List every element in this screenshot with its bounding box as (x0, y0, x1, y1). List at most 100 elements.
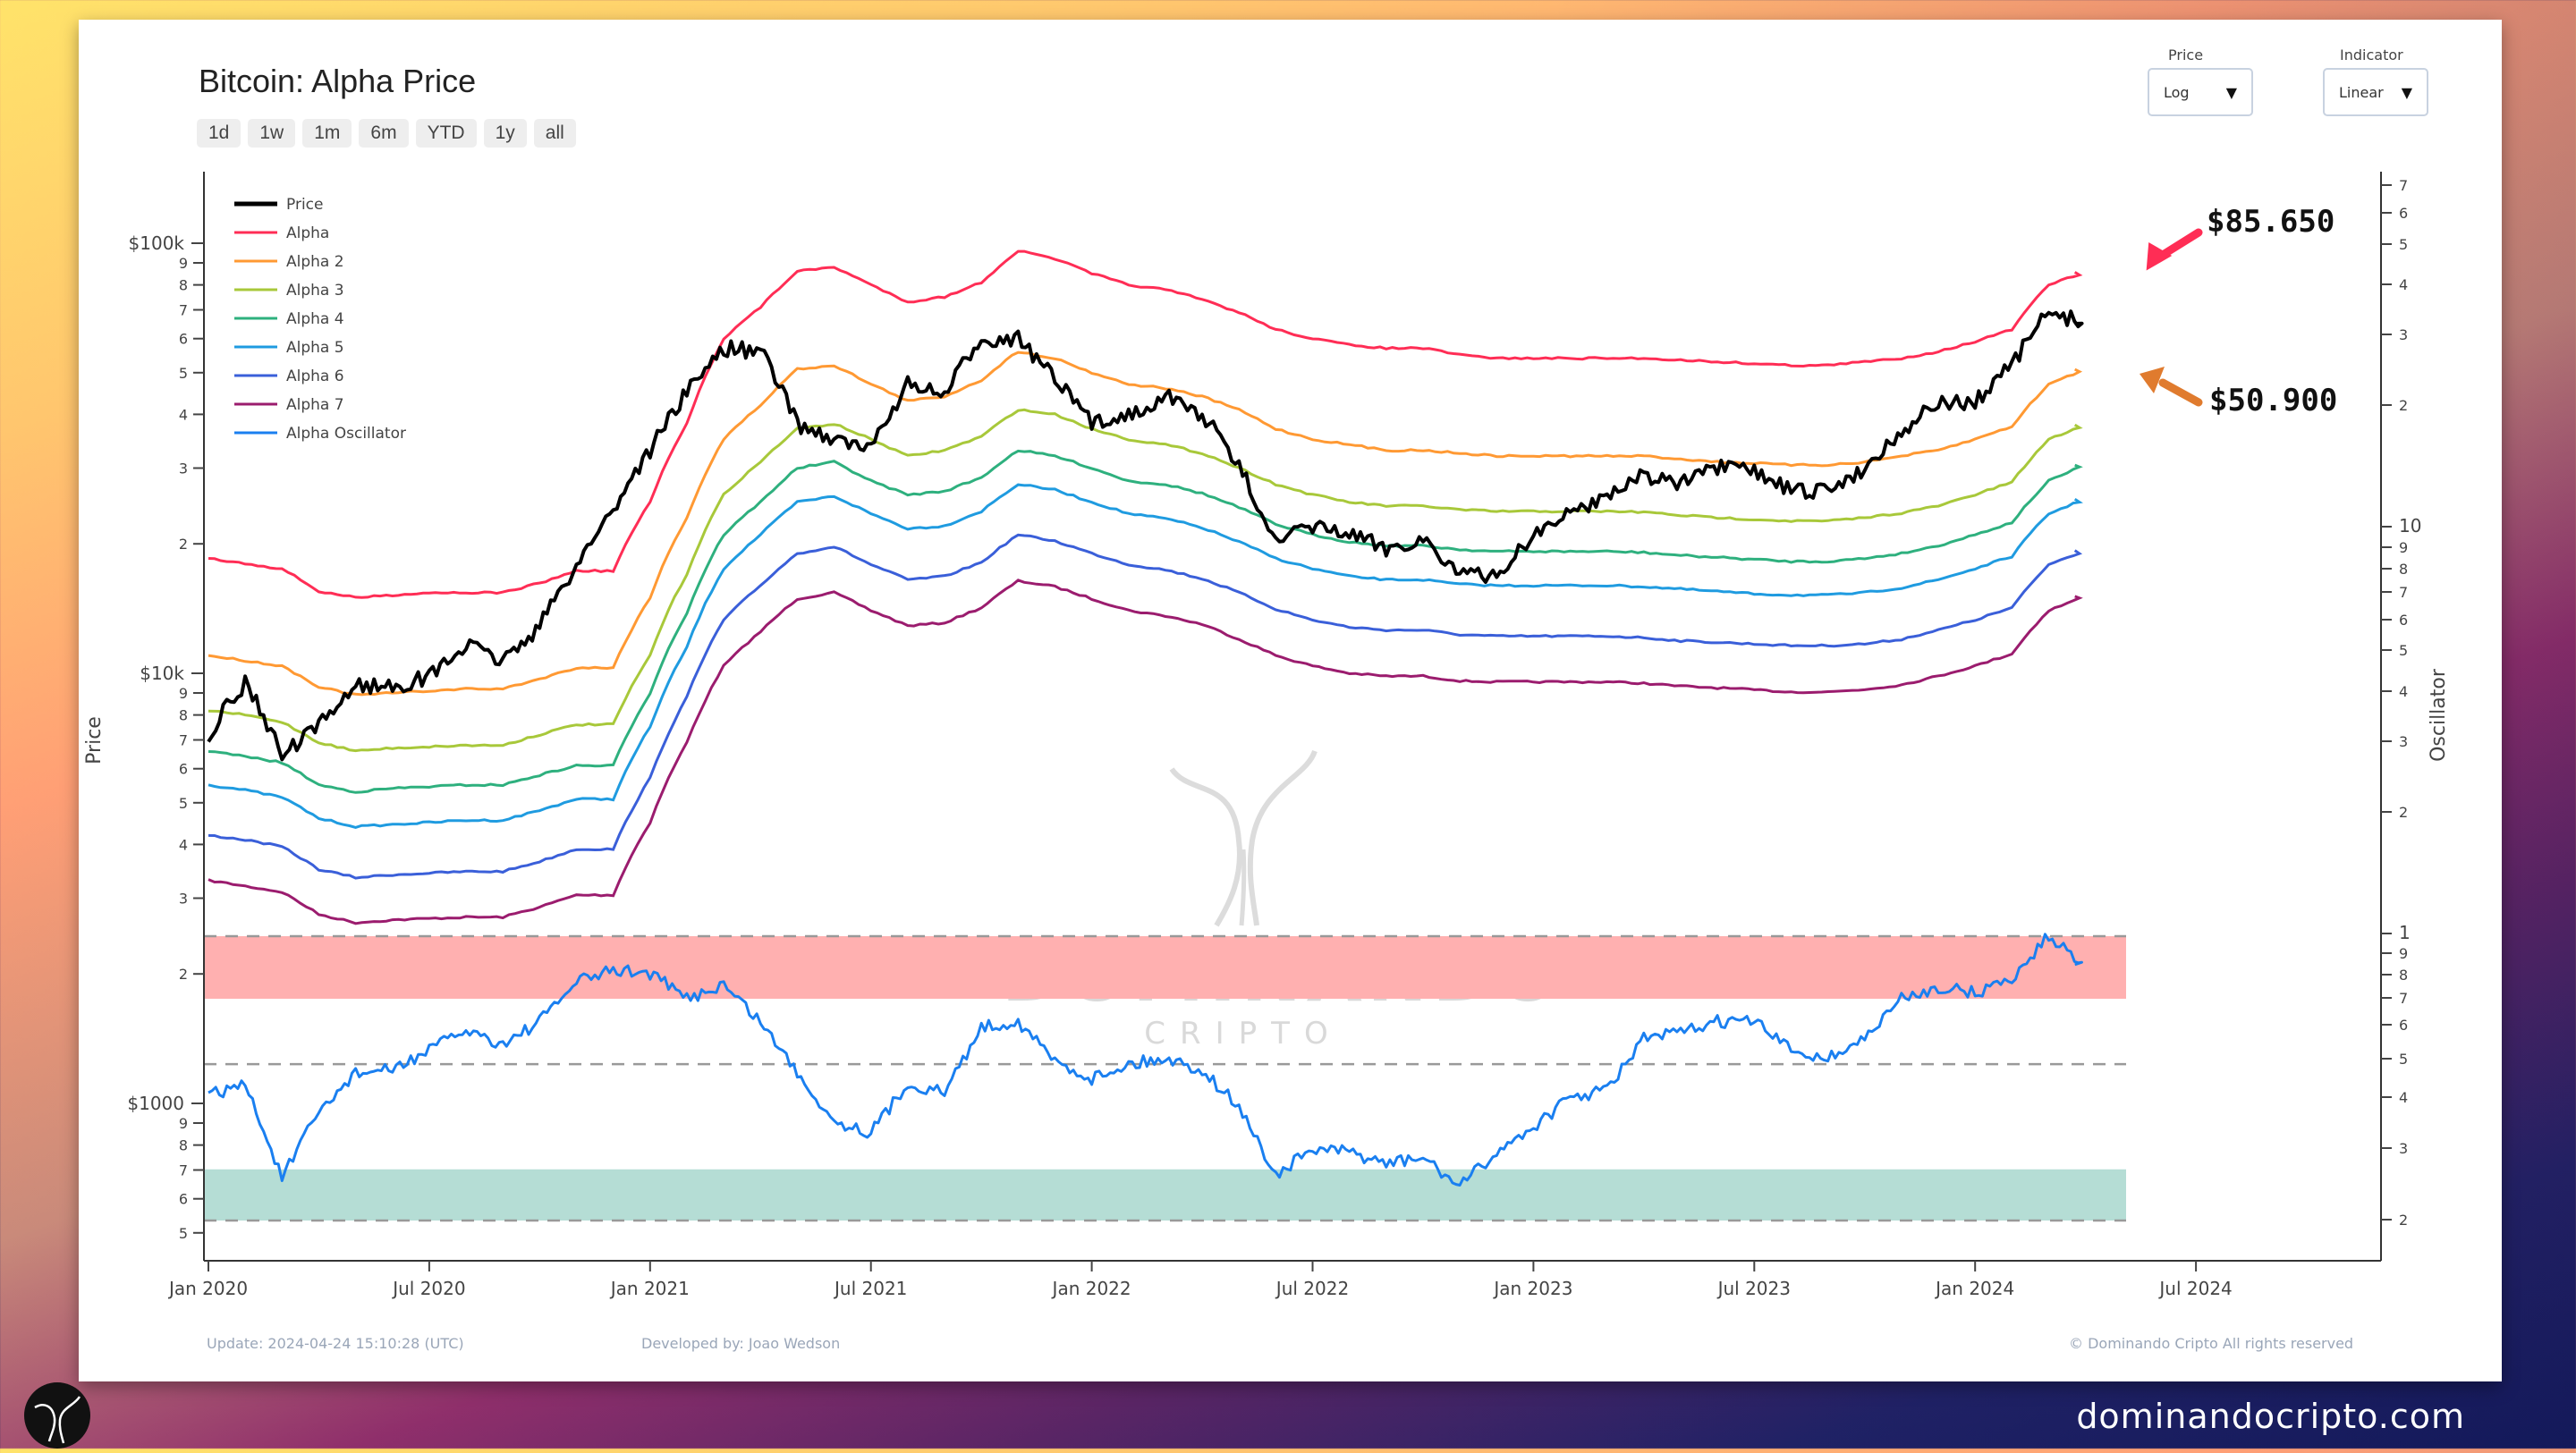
update-timestamp: Update: 2024-04-24 15:10:28 (UTC) (207, 1335, 464, 1352)
legend-item-price: Price (286, 196, 323, 214)
alpha2-value-annotation: $50.900 (2209, 383, 2338, 418)
y2-tick-label: 2 (2399, 397, 2408, 414)
y2-tick-label: 2 (2399, 1212, 2408, 1229)
y2-tick-label: 5 (2399, 642, 2408, 659)
y2-tick-label: 5 (2399, 1051, 2408, 1068)
arrow-icon (2146, 242, 2173, 271)
copyright: © Dominando Cripto All rights reserved (2069, 1335, 2354, 1352)
series-price (207, 309, 2084, 762)
chevron-down-icon: ▼ (2401, 83, 2412, 101)
legend-item-alpha-6: Alpha 6 (286, 367, 344, 385)
y-tick-label-minor: 6 (179, 1191, 188, 1208)
y-tick-label-minor: 4 (179, 406, 188, 423)
y2-tick-label: 3 (2399, 733, 2408, 750)
y2-tick-label: 6 (2399, 205, 2408, 222)
range-6m-button[interactable]: 6m (359, 119, 409, 148)
y2-tick-label: 4 (2399, 1089, 2408, 1106)
y2-axis-title: Oscillator (2428, 668, 2450, 762)
chevron-down-icon: ▼ (2225, 83, 2237, 101)
legend-item-alpha-2: Alpha 2 (286, 253, 344, 271)
range-1y-button[interactable]: 1y (483, 119, 527, 148)
y-tick-label-minor: 3 (179, 891, 188, 908)
legend-item-alpha-4: Alpha 4 (286, 310, 344, 328)
brand-logo[interactable] (24, 1382, 90, 1449)
x-tick-label: Jul 2023 (1716, 1278, 1791, 1299)
y-tick-label-minor: 5 (179, 365, 188, 382)
y-tick-label-minor: 7 (179, 302, 188, 319)
range-all-button[interactable]: all (533, 119, 576, 148)
y-tick-label-minor: 9 (179, 1115, 188, 1132)
x-tick-label: Jul 2021 (833, 1278, 907, 1299)
legend-item-alpha-5: Alpha 5 (286, 339, 344, 357)
y-tick-label-minor: 4 (179, 836, 188, 853)
y-tick-label-minor: 6 (179, 331, 188, 348)
indicator-scale-select[interactable]: Linear ▼ (2323, 68, 2428, 116)
price-scale-value: Log (2164, 83, 2190, 101)
arrow-icon (2158, 378, 2203, 407)
y-tick-label-minor: 2 (179, 536, 188, 553)
chart-card (79, 20, 2502, 1381)
y2-tick-label: 9 (2399, 945, 2408, 962)
overbought-band (204, 936, 2126, 999)
price-scale-label: Price (2168, 46, 2204, 63)
y2-tick-label: 1 (2399, 922, 2411, 943)
developer-credit: Developed by: Joao Wedson (641, 1335, 841, 1352)
site-url[interactable]: dominandocripto.com (2076, 1397, 2465, 1436)
series-alpha-2 (208, 351, 2083, 697)
arrow-icon (2140, 367, 2165, 393)
y2-tick-label: 3 (2399, 326, 2408, 343)
x-tick-label: Jan 2021 (609, 1278, 690, 1299)
legend-item-alpha-oscillator: Alpha Oscillator (286, 425, 406, 443)
x-tick-label: Jul 2020 (391, 1278, 465, 1299)
series-alpha-4 (208, 449, 2083, 794)
y2-tick-label: 8 (2399, 561, 2408, 578)
y2-tick-label: 9 (2399, 539, 2408, 556)
range-1d-button[interactable]: 1d (197, 119, 242, 148)
y2-tick-label: 8 (2399, 967, 2408, 984)
y2-tick-label: 2 (2399, 804, 2408, 821)
y-tick-label-minor: 6 (179, 761, 188, 778)
series-alpha-oscillator (208, 933, 2083, 1187)
y-tick-label-minor: 8 (179, 1137, 188, 1154)
legend-item-alpha-7: Alpha 7 (286, 396, 344, 414)
y2-tick-label: 7 (2399, 990, 2408, 1007)
y-axis-title: Price (83, 716, 106, 765)
y-tick-label-major: $1000 (127, 1093, 184, 1114)
y-tick-label-major: $100k (129, 232, 185, 254)
whale-tail-icon (1169, 749, 1318, 927)
y2-tick-label: 3 (2399, 1140, 2408, 1157)
price-scale-select[interactable]: Log ▼ (2148, 68, 2253, 116)
whale-tail-icon (34, 1396, 81, 1444)
indicator-scale-label: Indicator (2340, 46, 2403, 63)
y-tick-label-minor: 3 (179, 460, 188, 477)
y2-tick-label: 7 (2399, 177, 2408, 194)
y-tick-label-minor: 5 (179, 1225, 188, 1242)
range-1w-button[interactable]: 1w (248, 119, 296, 148)
y-tick-label-minor: 8 (179, 707, 188, 724)
legend-item-alpha: Alpha (286, 224, 329, 242)
x-tick-label: Jan 2020 (167, 1278, 248, 1299)
range-1m-button[interactable]: 1m (302, 119, 352, 148)
x-tick-label: Jul 2022 (1275, 1278, 1349, 1299)
y-tick-label-minor: 8 (179, 277, 188, 294)
series-alpha-6 (208, 533, 2083, 880)
y-tick-label-minor: 7 (179, 732, 188, 749)
legend-item-alpha-3: Alpha 3 (286, 282, 344, 300)
x-tick-label: Jul 2024 (2157, 1278, 2232, 1299)
x-tick-label: Jan 2022 (1051, 1278, 1131, 1299)
indicator-scale-value: Linear (2339, 83, 2384, 101)
x-tick-label: Jan 2024 (1934, 1278, 2014, 1299)
y-tick-label-minor: 2 (179, 966, 188, 983)
series-alpha-7 (208, 579, 2083, 925)
oversold-band (204, 1169, 2126, 1221)
y-tick-label-minor: 9 (179, 255, 188, 272)
y2-tick-label: 4 (2399, 683, 2408, 700)
y-tick-label-minor: 9 (179, 685, 188, 702)
y2-tick-label: 10 (2399, 515, 2421, 536)
series-alpha-5 (208, 483, 2083, 829)
y2-tick-label: 5 (2399, 236, 2408, 253)
y2-tick-label: 6 (2399, 1017, 2408, 1034)
y-tick-label-major: $10k (140, 663, 184, 684)
range-ytd-button[interactable]: YTD (415, 119, 477, 148)
